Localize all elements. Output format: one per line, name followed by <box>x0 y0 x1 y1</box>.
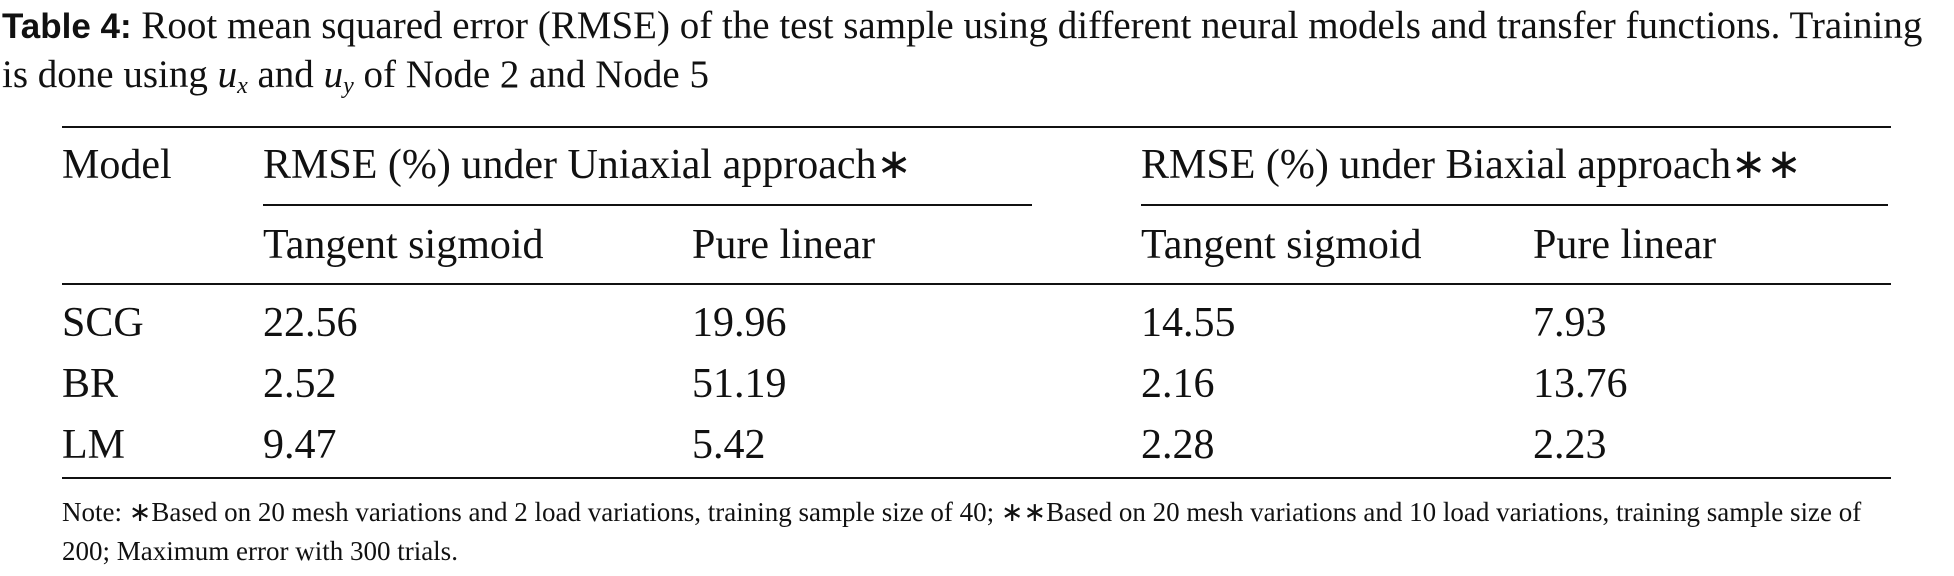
subheader: Pure linear <box>692 222 876 268</box>
cell: 2.23 <box>1533 422 1607 468</box>
group-rule <box>1141 204 1888 206</box>
caption-label: Table 4: <box>2 7 132 46</box>
cell: 13.76 <box>1533 361 1628 407</box>
header-cell: Model <box>62 142 172 188</box>
bottom-rule <box>62 477 1891 479</box>
caption: Table 4: Root mean squared error (RMSE) … <box>2 2 1952 99</box>
subheader: Tangent sigmoid <box>1141 222 1422 268</box>
mid-rule <box>62 283 1891 285</box>
group-header: RMSE (%) under Uniaxial approach∗ <box>263 142 912 188</box>
row-label: BR <box>62 361 119 407</box>
subscript: x <box>237 73 248 99</box>
top-rule <box>62 126 1891 128</box>
cell: 2.52 <box>263 361 337 407</box>
row-label: LM <box>62 422 125 468</box>
cell: 5.42 <box>692 422 766 468</box>
cell: 9.47 <box>263 422 337 468</box>
cell: 2.28 <box>1141 422 1215 468</box>
cell: 51.19 <box>692 361 787 407</box>
caption-text: of Node 2 and Node 5 <box>353 53 709 96</box>
cell: 22.56 <box>263 300 358 346</box>
note: Note: ∗Based on 20 mesh variations and 2… <box>62 497 1862 566</box>
subheader: Pure linear <box>1533 222 1717 268</box>
cell: 2.16 <box>1141 361 1215 407</box>
cell: 19.96 <box>692 300 787 346</box>
var: u <box>323 53 344 96</box>
row-label: SCG <box>62 300 144 346</box>
cell: 7.93 <box>1533 300 1607 346</box>
group-header: RMSE (%) under Biaxial approach∗∗ <box>1141 142 1802 188</box>
caption-text: Root mean squared error (RMSE) of the te… <box>2 4 1923 96</box>
group-rule <box>263 204 1032 206</box>
subscript: y <box>343 73 354 99</box>
var: u <box>217 53 238 96</box>
caption-text: and <box>247 53 324 96</box>
cell: 14.55 <box>1141 300 1236 346</box>
subheader: Tangent sigmoid <box>263 222 544 268</box>
